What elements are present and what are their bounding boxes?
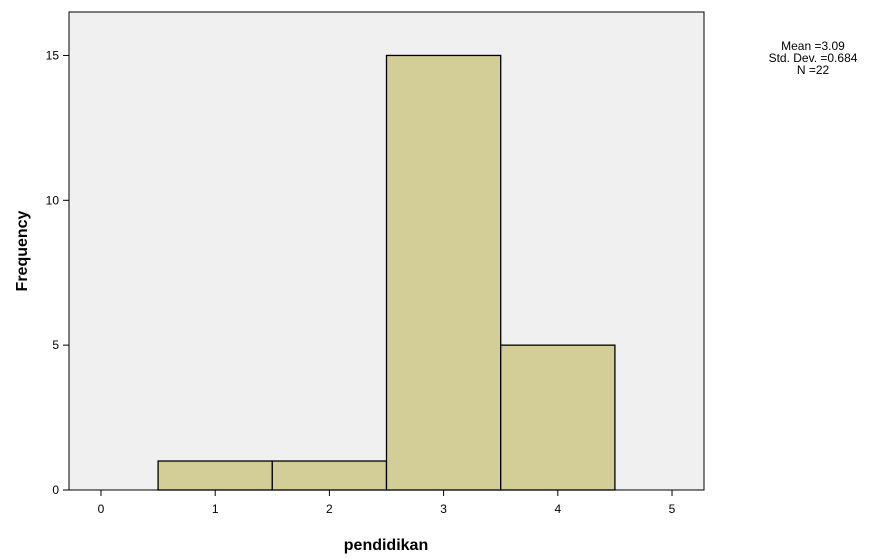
histogram-bar-1 (157, 460, 273, 491)
statistics-box: Mean =3.09 Std. Dev. =0.684 N =22 (742, 40, 883, 76)
x-tick-label: 4 (554, 502, 561, 516)
y-tick-label: 5 (52, 338, 59, 352)
x-axis-ticks: 0 1 2 3 4 5 (98, 490, 676, 516)
x-tick-label: 1 (212, 502, 219, 516)
x-tick-label: 5 (669, 502, 676, 516)
y-axis-ticks: 0 5 10 15 (46, 48, 69, 497)
bars-group (157, 54, 616, 491)
stats-std-dev: Std. Dev. =0.684 (768, 51, 858, 65)
y-axis-title: Frequency (14, 210, 31, 291)
x-tick-label: 0 (98, 502, 105, 516)
x-axis-title: pendidikan (344, 537, 428, 554)
x-tick-label: 3 (440, 502, 447, 516)
stats-n: N =22 (796, 63, 830, 77)
histogram-bar-3 (385, 54, 502, 491)
stats-mean: Mean =3.09 (781, 39, 845, 53)
y-tick-label: 0 (52, 483, 59, 497)
x-tick-label: 2 (326, 502, 333, 516)
y-tick-label: 10 (46, 193, 60, 207)
histogram-bar-4 (500, 344, 616, 491)
y-tick-label: 15 (46, 48, 60, 62)
histogram-bar-2 (271, 460, 388, 491)
